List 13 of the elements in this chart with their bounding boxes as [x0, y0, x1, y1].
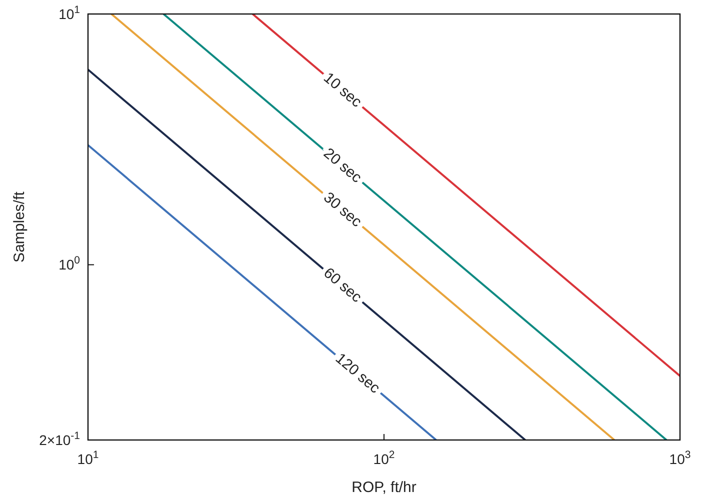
x-tick-label: 10$^{1}$	[77, 449, 99, 467]
x-tick-label: 10$^{3}$	[669, 449, 691, 467]
y-tick-label: 2×10$^{-1}$	[39, 430, 80, 448]
y-tick-label: 10$^{1}$	[58, 4, 80, 22]
text: 10 sec	[320, 69, 366, 112]
y-tick-label: 10$^{0}$	[58, 254, 80, 273]
x-tick-label: 10$^{2}$	[373, 449, 395, 467]
x-axis-title: ROP, ft/hr	[352, 479, 416, 496]
text: 60 sec	[320, 264, 366, 306]
text: 20 sec	[320, 144, 366, 187]
text: 30 sec	[320, 189, 366, 231]
y-axis-title: Samples/ft	[11, 190, 28, 262]
text: 120 sec	[332, 350, 384, 398]
